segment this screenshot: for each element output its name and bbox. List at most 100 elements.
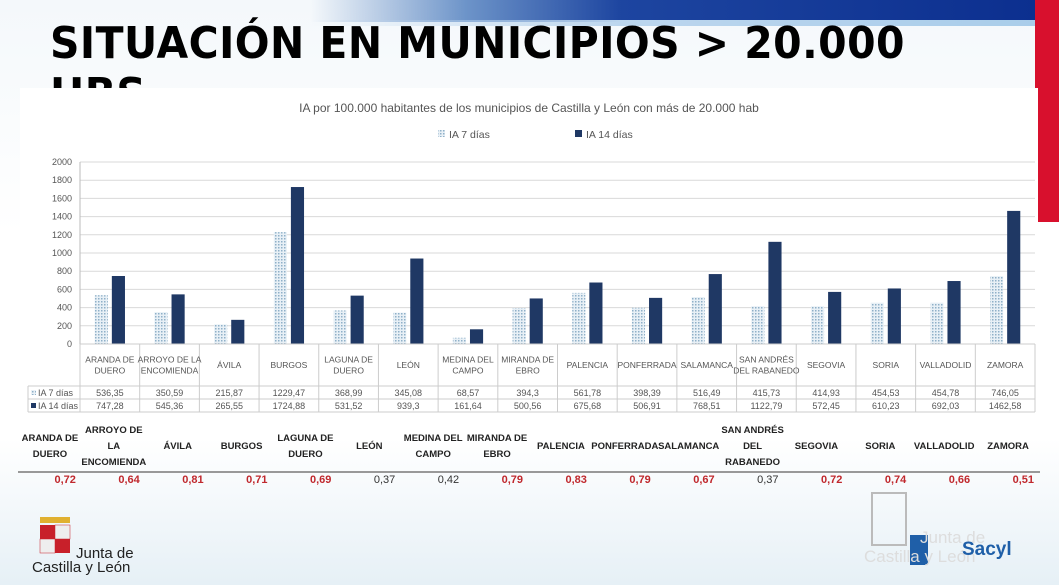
ratio-value: 0,71: [246, 474, 268, 486]
category-label: ARANDA DE DUERO: [85, 355, 134, 376]
y-tick-label: 1800: [52, 175, 72, 185]
ratio-header: PALENCIA: [537, 441, 585, 452]
category-label: SORIA: [873, 360, 900, 370]
data-label-ia7: 561,78: [574, 388, 602, 398]
data-label-ia7: 454,53: [872, 388, 900, 398]
bar-ia14: [1007, 210, 1021, 344]
data-label-ia14: 545,36: [156, 401, 184, 411]
data-label-ia7: 68,57: [457, 388, 480, 398]
ratio-header: VALLADOLID: [913, 441, 975, 452]
ratio-header: PONFERRADA: [591, 441, 659, 452]
data-label-ia14: 675,68: [574, 401, 602, 411]
bar-ia7: [154, 312, 168, 344]
data-label-ia14: 572,45: [812, 401, 840, 411]
bar-ia14: [887, 288, 901, 344]
category-label: ZAMORA: [987, 360, 1024, 370]
data-label-ia7: 536,35: [96, 388, 124, 398]
ratio-value: 0,66: [948, 474, 971, 486]
accent-bar: [1035, 0, 1059, 222]
bar-ia14: [410, 258, 424, 344]
category-label: SEGOVIA: [807, 360, 846, 370]
ratio-header: ARROYO DE LA ENCOMIENDA: [81, 425, 147, 468]
y-tick-label: 600: [57, 284, 72, 294]
data-label-ia7: 516,49: [693, 388, 721, 398]
ratio-header: ÁVILA: [163, 441, 192, 452]
ratio-value: 0,64: [118, 474, 140, 486]
y-tick-label: 400: [57, 303, 72, 313]
bar-ia14: [708, 274, 722, 344]
data-label-ia7: 368,99: [335, 388, 363, 398]
bar-ia7: [930, 302, 944, 344]
data-label-ia7: 345,08: [395, 388, 423, 398]
bar-ia7: [452, 337, 466, 344]
ratio-header: BURGOS: [220, 441, 263, 452]
category-label: SAN ANDRÉS DEL RABANEDO: [733, 355, 800, 376]
data-label-ia14: 161,64: [454, 401, 482, 411]
category-label: MIRANDA DE EBRO: [501, 355, 554, 376]
header-band: [0, 0, 1035, 22]
data-label-ia14: 747,28: [96, 401, 124, 411]
ratio-value: 0,37: [373, 474, 396, 486]
data-label-ia14: 500,56: [514, 401, 542, 411]
data-label-ia7: 215,87: [215, 388, 243, 398]
bar-ia7: [810, 306, 825, 344]
ratio-value: 0,67: [693, 474, 715, 486]
y-tick-label: 2000: [52, 157, 72, 167]
data-label-ia7: 350,59: [156, 388, 184, 398]
shield-icon: [871, 492, 907, 546]
ratio-header: SALAMANCA: [658, 441, 720, 452]
bar-ia7: [393, 312, 407, 344]
category-label: PALENCIA: [567, 360, 609, 370]
ratio-header: ARANDA DE DUERO: [21, 433, 79, 460]
chart-svg: IA por 100.000 habitantes de los municip…: [27, 101, 1036, 413]
logo-right-line1: Junta de: [920, 528, 985, 547]
data-label-ia7: 746,05: [991, 388, 1019, 398]
data-label-ia7: 394,3: [516, 388, 539, 398]
data-label-ia14: 531,52: [335, 401, 363, 411]
legend: IA 7 días IA 14 días: [438, 129, 633, 141]
bar-ia14: [589, 282, 603, 344]
legend-label-14: IA 14 días: [586, 129, 633, 141]
category-label: BURGOS: [270, 360, 307, 370]
table-legend-swatch: [31, 390, 36, 395]
legend-label-7: IA 7 días: [449, 129, 490, 141]
ratio-value: 0,79: [501, 474, 523, 486]
ratio-header: SORIA: [865, 441, 896, 452]
y-tick-label: 1400: [52, 212, 72, 222]
ratio-value: 0,37: [757, 474, 779, 486]
ratio-value: 0,83: [565, 474, 587, 486]
y-tick-label: 1200: [52, 230, 72, 240]
category-label: SALAMANCA: [681, 360, 734, 370]
ratio-value: 0,72: [54, 474, 76, 486]
data-label-ia7: 415,73: [753, 388, 781, 398]
data-label-ia7: 414,93: [812, 388, 840, 398]
bar-ia14: [350, 295, 364, 344]
table-legend-swatch: [31, 403, 36, 408]
table-series-label: IA 7 días: [38, 388, 74, 398]
bar-ia14: [469, 329, 484, 344]
bar-ia7: [572, 292, 586, 344]
logo-left-line1: Junta de: [76, 545, 134, 562]
bar-ia7: [214, 324, 228, 344]
bar-ia14: [828, 291, 842, 344]
ratio-value: 0,51: [1012, 474, 1034, 486]
bar-ia14: [529, 298, 543, 344]
category-label: VALLADOLID: [920, 360, 972, 370]
data-label-ia7: 454,78: [932, 388, 960, 398]
logo-right-line2: Castilla y León: [864, 547, 976, 566]
data-label-ia14: 768,51: [693, 401, 721, 411]
ratio-header: ZAMORA: [987, 441, 1029, 452]
ratio-value: 0,42: [437, 474, 460, 486]
legend-swatch-14: [575, 130, 582, 137]
y-tick-label: 1600: [52, 193, 72, 203]
ratio-header: LEÓN: [356, 441, 383, 452]
y-tick-label: 200: [57, 321, 72, 331]
junta-logo-left: Junta de Castilla y León: [30, 515, 160, 580]
bar-ia7: [990, 276, 1004, 344]
bar-ia14: [649, 297, 663, 344]
chart: IA por 100.000 habitantes de los municip…: [20, 88, 1038, 418]
data-label-ia14: 1462,58: [989, 401, 1022, 411]
category-label: ARROYO DE LA ENCOMIENDA: [138, 355, 202, 376]
data-label-ia14: 506,91: [633, 401, 661, 411]
y-tick-label: 0: [67, 339, 72, 349]
